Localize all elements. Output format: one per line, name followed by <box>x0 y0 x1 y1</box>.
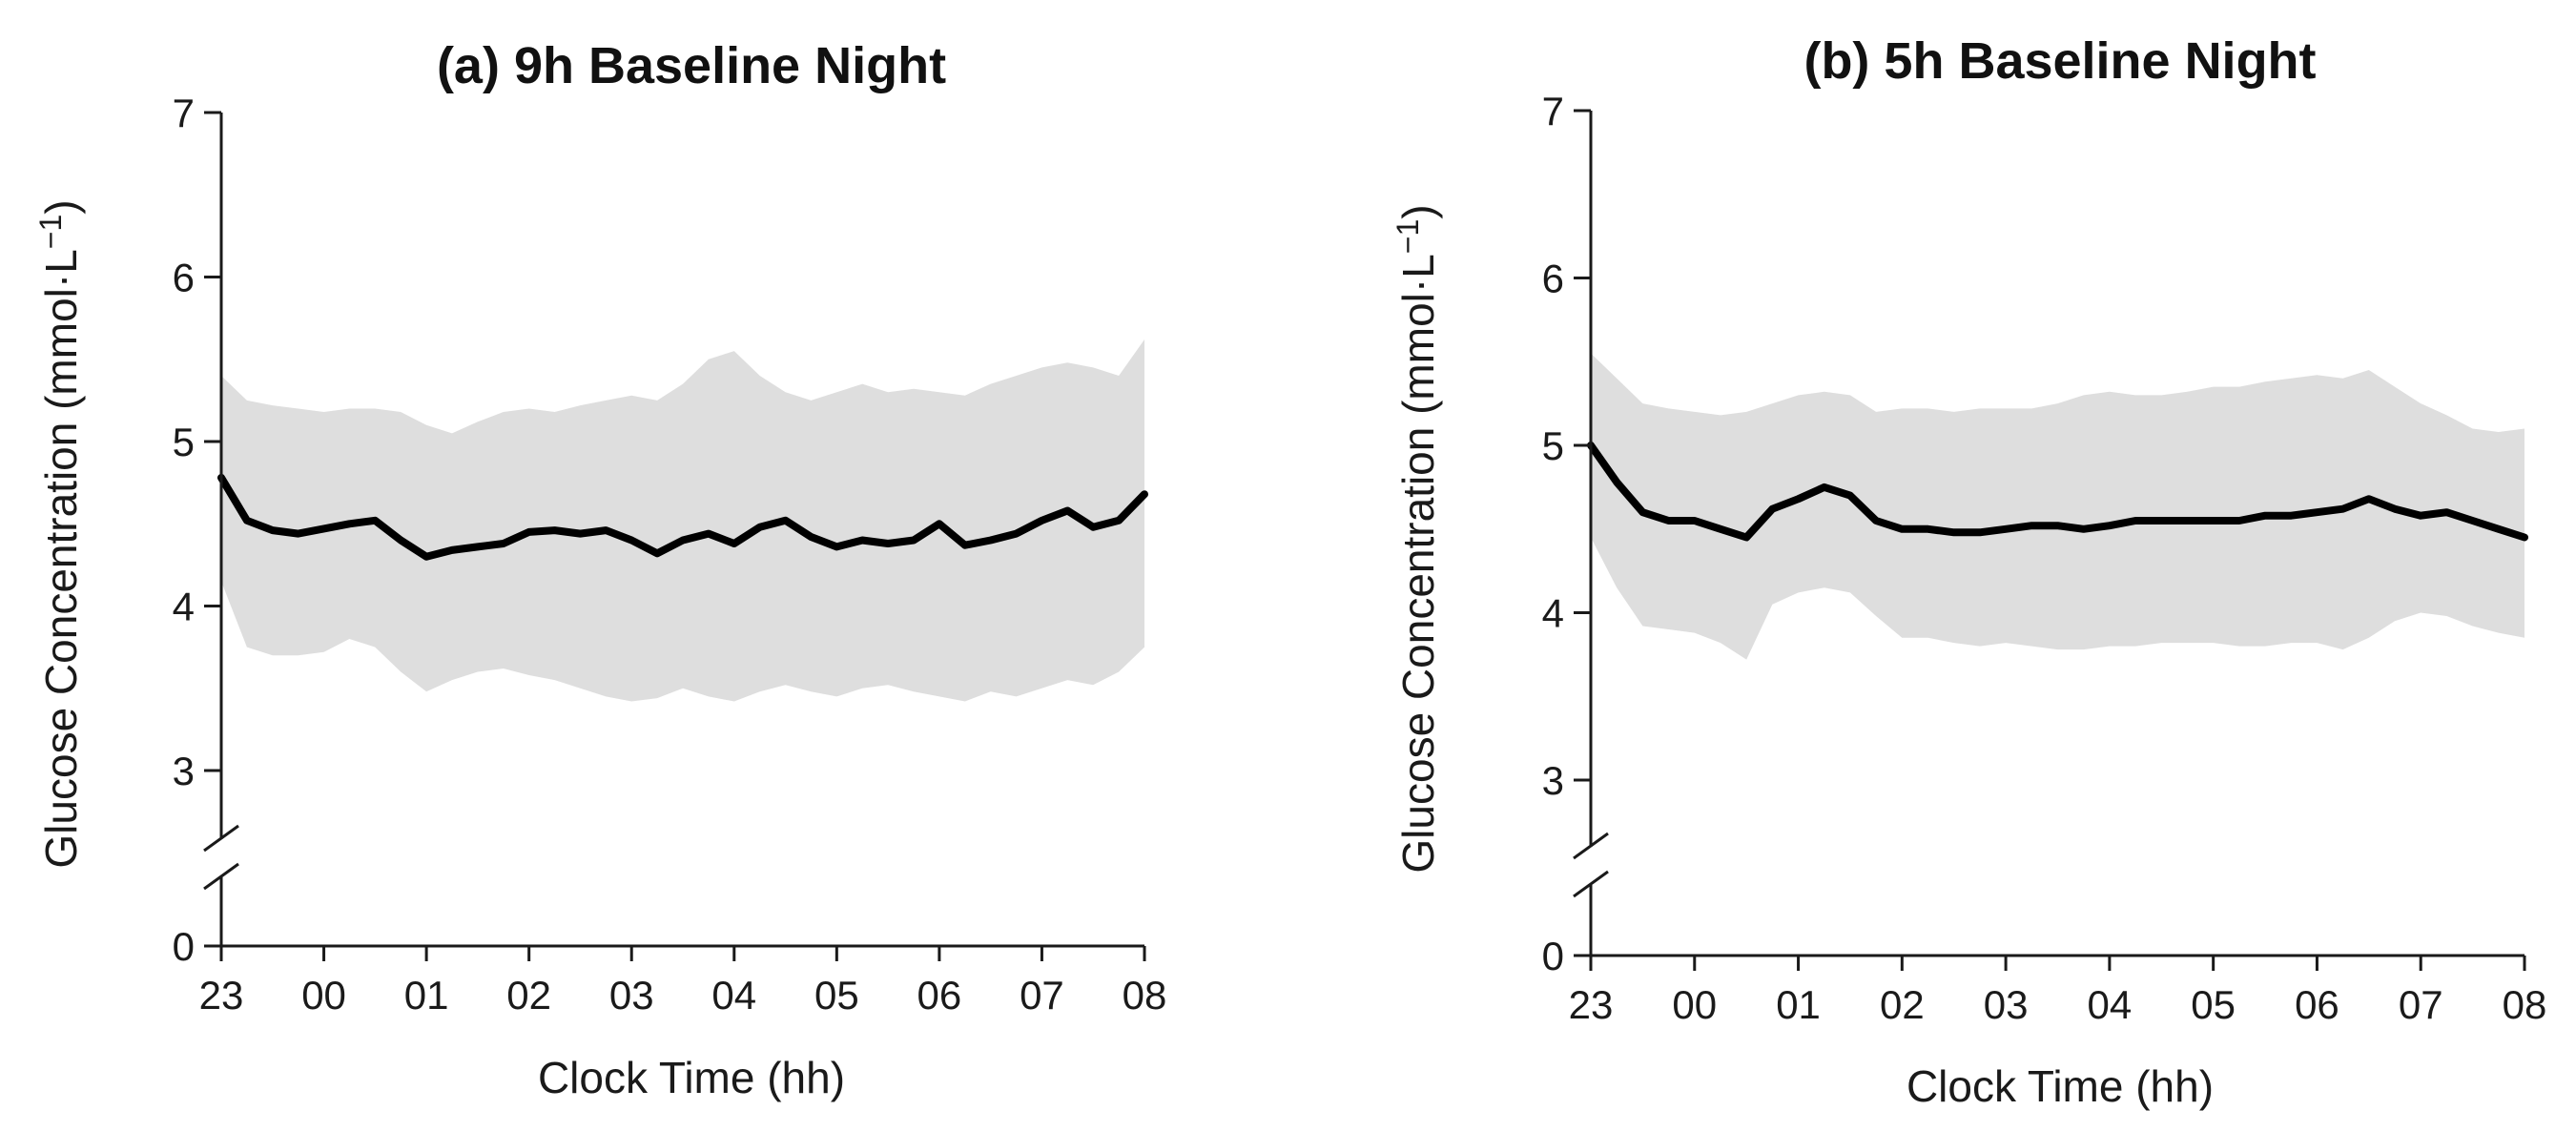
panel-a-y-tick-label: 0 <box>173 924 195 969</box>
panel-a-y-axis-title: Glucose Concentration (mmol·L−1) <box>33 199 86 868</box>
panel-a-y-axis-title-main: Glucose Concentration (mmol·L <box>36 249 86 868</box>
panel-b-x-tick-label: 05 <box>2191 982 2236 1027</box>
panel-a-x-ticks: 23 00 01 02 03 04 05 06 07 08 <box>199 946 1167 1018</box>
panel-a-y-tick-label: 6 <box>173 256 195 300</box>
panel-a-x-tick-label: 02 <box>506 973 551 1018</box>
panel-b-x-tick-label: 03 <box>1984 982 2029 1027</box>
panel-b-x-tick-label: 01 <box>1776 982 1821 1027</box>
panel-a-x-tick-label: 08 <box>1123 973 1167 1018</box>
panel-b-y-tick-label: 4 <box>1542 591 1564 636</box>
panel-a-y-tick-label: 4 <box>173 585 195 629</box>
panel-b-x-tick-label: 08 <box>2503 982 2547 1027</box>
panel-b-y-axis-title-main: Glucose Concentration (mmol·L <box>1393 254 1443 873</box>
panel-b-y-axis-title-close: ) <box>1393 204 1443 218</box>
panel-b-y-tick-label: 3 <box>1542 758 1564 803</box>
panel-a-x-axis-title: Clock Time (hh) <box>538 1053 845 1102</box>
panel-b-x-tick-label: 23 <box>1569 982 1614 1027</box>
panel-a-x-tick-label: 04 <box>711 973 756 1018</box>
panel-a-y-tick-label: 3 <box>173 749 195 793</box>
panel-b-y-axis-title-exponent: −1 <box>1391 219 1425 254</box>
panel-b-x-tick-label: 07 <box>2399 982 2443 1027</box>
panel-b-y-ticks: 0 3 4 5 6 7 <box>1542 89 1591 978</box>
panel-a-x-tick-label: 00 <box>301 973 346 1018</box>
panel-b-y-tick-label: 6 <box>1542 257 1564 301</box>
panel-b-y-tick-label: 7 <box>1542 89 1564 134</box>
panel-b-y-tick-label: 0 <box>1542 934 1564 978</box>
panel-b-y-tick-label: 5 <box>1542 423 1564 468</box>
panel-a-y-ticks: 0 3 4 5 6 7 <box>173 91 221 969</box>
panel-a-y-axis-title-exponent: −1 <box>33 215 68 249</box>
panel-b-x-tick-label: 00 <box>1672 982 1717 1027</box>
panel-b-x-tick-label: 04 <box>2088 982 2133 1027</box>
panel-a-y-tick-label: 5 <box>173 420 195 464</box>
panel-a-x-tick-label: 01 <box>404 973 449 1018</box>
panel-b-x-ticks: 23 00 01 02 03 04 05 06 07 08 <box>1569 956 2547 1027</box>
panel-a-mean-line <box>217 473 1148 561</box>
panel-b-mean-line <box>1587 442 2528 542</box>
panel-a-x-tick-label: 06 <box>917 973 962 1018</box>
panel-b-x-tick-label: 06 <box>2295 982 2339 1027</box>
panel-a-axis-break-mark <box>203 824 239 891</box>
panel-a-x-tick-label: 05 <box>814 973 859 1018</box>
panel-a-y-axis-title-close: ) <box>36 199 86 214</box>
panel-b-range-band <box>1591 353 2524 660</box>
panel-a-range-band <box>221 339 1144 702</box>
panel-b-x-tick-label: 02 <box>1880 982 1925 1027</box>
panel-b-title: (b) 5h Baseline Night <box>1803 32 2316 90</box>
panel-a-x-tick-label: 03 <box>609 973 654 1018</box>
panel-a-y-tick-label: 7 <box>173 91 195 135</box>
panel-b-x-axis-title: Clock Time (hh) <box>1906 1061 2214 1111</box>
panel-b-y-axis-title: Glucose Concentration (mmol·L−1) <box>1391 204 1443 873</box>
panel-a-title: (a) 9h Baseline Night <box>437 37 946 94</box>
panel-a-x-tick-label: 23 <box>199 973 244 1018</box>
panel-a-x-tick-label: 07 <box>1020 973 1064 1018</box>
panel-b-axis-break-mark <box>1573 832 1609 898</box>
